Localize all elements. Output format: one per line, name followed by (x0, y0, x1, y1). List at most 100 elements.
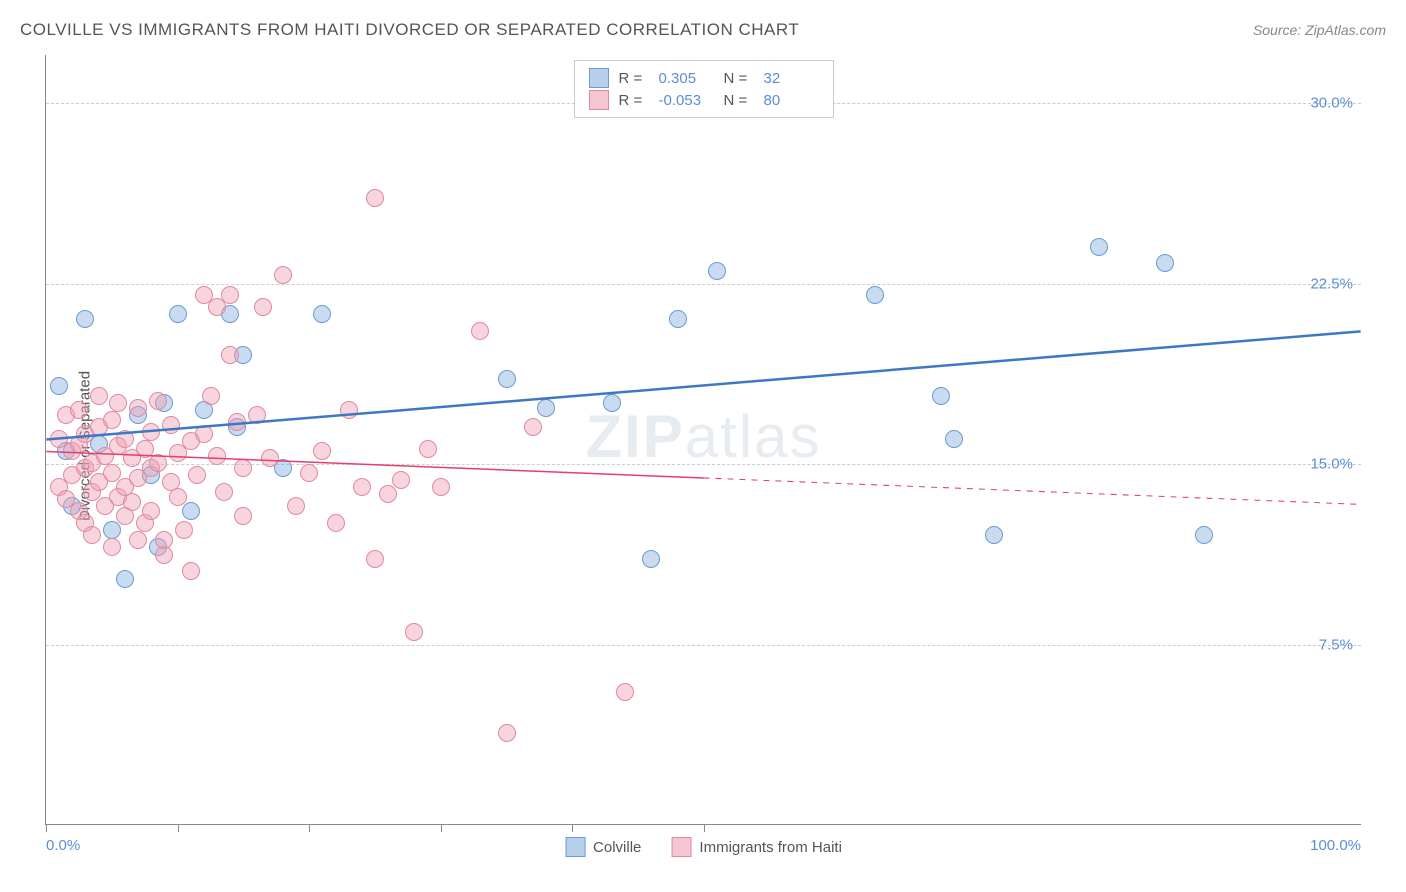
data-point (234, 507, 252, 525)
y-tick-label: 30.0% (1310, 95, 1353, 112)
data-point (175, 521, 193, 539)
data-point (524, 418, 542, 436)
data-point (116, 430, 134, 448)
data-point (287, 497, 305, 515)
data-point (866, 286, 884, 304)
legend-swatch (671, 837, 691, 857)
data-point (1156, 254, 1174, 272)
y-tick-label: 7.5% (1319, 636, 1353, 653)
series-label: Colville (593, 839, 641, 856)
data-point (498, 724, 516, 742)
data-point (603, 394, 621, 412)
series-legend-item: Immigrants from Haiti (671, 837, 842, 857)
data-point (142, 423, 160, 441)
data-point (353, 478, 371, 496)
data-point (50, 377, 68, 395)
data-point (234, 459, 252, 477)
x-tick (441, 824, 442, 832)
data-point (669, 310, 687, 328)
data-point (471, 322, 489, 340)
data-point (498, 370, 516, 388)
data-point (136, 440, 154, 458)
data-point (202, 387, 220, 405)
data-point (1090, 238, 1108, 256)
data-point (208, 447, 226, 465)
correlation-legend: R = 0.305 N = 32 R = -0.053 N = 80 (574, 60, 834, 118)
data-point (340, 401, 358, 419)
legend-r-value: 0.305 (659, 70, 714, 87)
data-point (116, 570, 134, 588)
legend-swatch (589, 90, 609, 110)
data-point (228, 413, 246, 431)
data-point (129, 531, 147, 549)
data-point (379, 485, 397, 503)
legend-n-value: 32 (764, 70, 819, 87)
data-point (182, 562, 200, 580)
legend-row: R = -0.053 N = 80 (589, 89, 819, 111)
data-point (932, 387, 950, 405)
data-point (366, 550, 384, 568)
data-point (366, 189, 384, 207)
data-point (642, 550, 660, 568)
data-point (419, 440, 437, 458)
data-point (169, 305, 187, 323)
data-point (123, 493, 141, 511)
data-point (708, 262, 726, 280)
data-point (432, 478, 450, 496)
data-point (76, 310, 94, 328)
data-point (103, 521, 121, 539)
data-point (248, 406, 266, 424)
data-point (254, 298, 272, 316)
data-point (261, 449, 279, 467)
data-point (182, 502, 200, 520)
data-point (313, 305, 331, 323)
data-point (1195, 526, 1213, 544)
data-point (537, 399, 555, 417)
data-point (109, 394, 127, 412)
data-point (215, 483, 233, 501)
data-point (90, 387, 108, 405)
data-point (83, 526, 101, 544)
data-point (188, 466, 206, 484)
data-point (274, 266, 292, 284)
data-point (221, 346, 239, 364)
y-tick-label: 22.5% (1310, 275, 1353, 292)
data-point (162, 416, 180, 434)
data-point (70, 401, 88, 419)
legend-swatch (589, 68, 609, 88)
legend-r-label: R = (619, 70, 649, 87)
data-point (103, 538, 121, 556)
source-attribution: Source: ZipAtlas.com (1253, 22, 1386, 38)
data-point (149, 454, 167, 472)
x-tick (178, 824, 179, 832)
legend-row: R = 0.305 N = 32 (589, 67, 819, 89)
watermark: ZIPatlas (585, 402, 821, 471)
data-point (392, 471, 410, 489)
data-point (129, 399, 147, 417)
data-point (300, 464, 318, 482)
legend-n-label: N = (724, 92, 754, 109)
legend-n-label: N = (724, 70, 754, 87)
data-point (142, 502, 160, 520)
x-tick (572, 824, 573, 832)
data-point (149, 392, 167, 410)
x-tick (704, 824, 705, 832)
legend-r-value: -0.053 (659, 92, 714, 109)
x-tick (309, 824, 310, 832)
series-label: Immigrants from Haiti (699, 839, 842, 856)
gridline (46, 645, 1361, 646)
x-max-label: 100.0% (1310, 837, 1361, 854)
x-min-label: 0.0% (46, 837, 80, 854)
gridline (46, 284, 1361, 285)
data-point (985, 526, 1003, 544)
trend-lines (46, 55, 1361, 824)
legend-n-value: 80 (764, 92, 819, 109)
scatter-chart: ZIPatlas R =0.305N =32R =-0.053N =80 Col… (45, 55, 1361, 825)
legend-swatch (565, 837, 585, 857)
data-point (103, 411, 121, 429)
data-point (103, 464, 121, 482)
data-point (405, 623, 423, 641)
data-point (616, 683, 634, 701)
legend-r-label: R = (619, 92, 649, 109)
data-point (195, 425, 213, 443)
